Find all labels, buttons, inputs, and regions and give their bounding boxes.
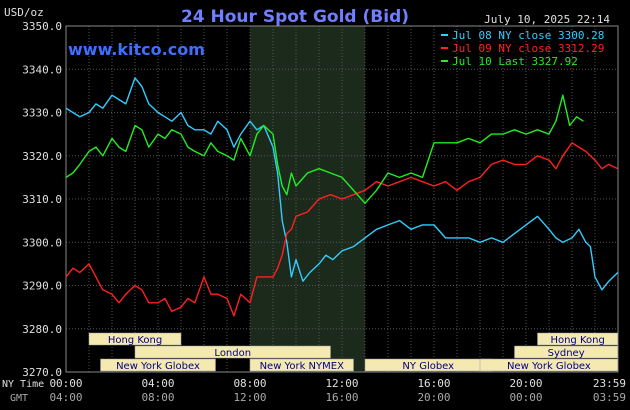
y-axis-label: USD/oz xyxy=(4,6,44,19)
session-bars: Hong Kong London New York Globex New York N… xyxy=(88,332,619,372)
session-bar xyxy=(100,358,216,372)
ny-time-label: NY Time xyxy=(2,379,44,390)
y-tick-label: 3270.0 xyxy=(22,366,62,379)
y-tick-label: 3350.0 xyxy=(22,20,62,33)
gmt-label: GMT xyxy=(10,393,28,404)
x-tick-label-gmt: 12:00 xyxy=(233,391,266,404)
y-tick-label: 3320.0 xyxy=(22,150,62,163)
y-tick-label: 3330.0 xyxy=(22,107,62,120)
chart-title: 24 Hour Spot Gold (Bid) xyxy=(181,7,409,27)
legend-entry: Jul 10 Last 3327.92 xyxy=(452,55,578,68)
session-bar xyxy=(514,345,619,359)
session-label: New York Globex xyxy=(116,361,200,372)
session-label: Hong Kong xyxy=(108,335,162,346)
y-tick-label: 3290.0 xyxy=(22,280,62,293)
series-line-3 xyxy=(65,94,584,205)
x-tick-label-gmt: 20:00 xyxy=(417,391,450,404)
x-tick-label-ny: 12:00 xyxy=(325,377,358,390)
x-tick-label-gmt: 08:00 xyxy=(141,391,174,404)
session-label: Hong Kong xyxy=(550,335,604,346)
series-line-1 xyxy=(65,77,619,291)
x-tick-label-ny: 00:00 xyxy=(49,377,82,390)
x-tick-label-ny: 16:00 xyxy=(417,377,450,390)
x-tick-label-ny: 04:00 xyxy=(141,377,174,390)
x-tick-label-gmt: 00:00 xyxy=(509,391,542,404)
y-tick-label: 3310.0 xyxy=(22,193,62,206)
session-label: NY Globex xyxy=(402,361,454,372)
session-bar xyxy=(479,358,619,372)
session-label: London xyxy=(214,348,251,359)
x-tick-label-ny: 23:59 xyxy=(593,377,626,390)
grid-lines xyxy=(65,25,619,373)
session-bar xyxy=(88,332,182,346)
session-label: New York NYMEX xyxy=(260,361,345,372)
y-tick-label: 3300.0 xyxy=(22,236,62,249)
legend-entry: Jul 09 NY close 3312.29 xyxy=(452,42,604,55)
x-tick-label-gmt: 03:59 xyxy=(593,391,626,404)
x-tick-label-gmt: 16:00 xyxy=(325,391,358,404)
session-bar xyxy=(249,358,354,372)
plot-border xyxy=(65,25,619,373)
series-line-2 xyxy=(65,142,619,317)
series-group xyxy=(65,77,619,317)
timestamp: July 10, 2025 22:14 xyxy=(484,13,610,26)
legend-entry: Jul 08 NY close 3300.28 xyxy=(452,29,604,42)
session-label: New York Globex xyxy=(507,361,591,372)
y-tick-label: 3340.0 xyxy=(22,63,62,76)
x-tick-label-gmt: 04:00 xyxy=(49,391,82,404)
x-tick-label-ny: 20:00 xyxy=(509,377,542,390)
source-watermark: www.kitco.com xyxy=(68,40,205,59)
session-bar xyxy=(537,332,619,346)
y-tick-label: 3280.0 xyxy=(22,323,62,336)
session-bar xyxy=(134,345,331,359)
session-label: Sydney xyxy=(548,348,585,359)
x-tick-label-ny: 08:00 xyxy=(233,377,266,390)
